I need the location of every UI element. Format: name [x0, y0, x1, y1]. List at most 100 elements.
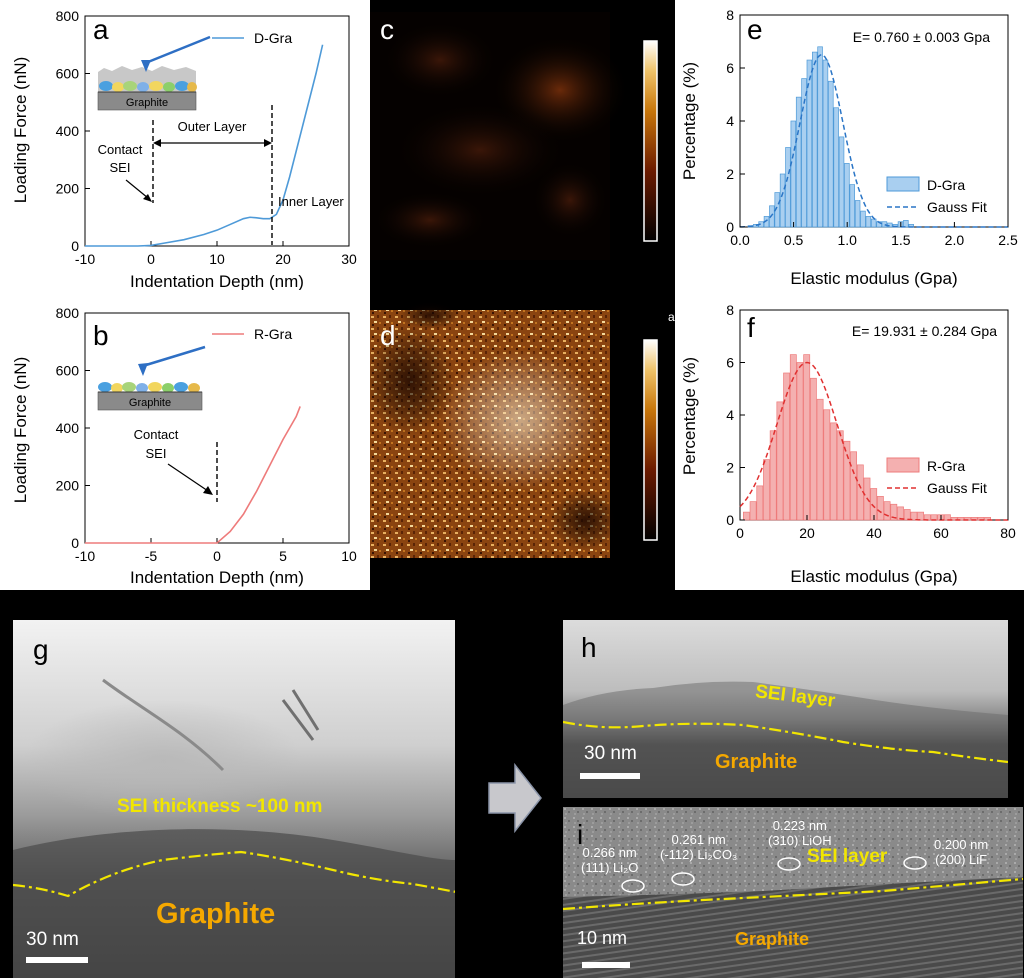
x-tick-label: -5 [145, 548, 158, 564]
y-tick-label: 400 [56, 420, 80, 436]
x-tick-label: 0.5 [784, 232, 804, 248]
x-axis-label: Elastic modulus (Gpa) [790, 269, 957, 288]
x-tick-label: 1.0 [837, 232, 857, 248]
y-tick-label: 800 [56, 8, 80, 24]
y-tick-label: 600 [56, 363, 80, 379]
x-axis-label: Indentation Depth (nm) [130, 568, 304, 587]
legend-gauss-fit: Gauss Fit [927, 480, 987, 496]
panel-label-f: f [747, 312, 755, 343]
x-tick-label: 10 [341, 548, 357, 564]
x-tick-label: 20 [275, 251, 291, 267]
histogram-bar [828, 80, 834, 228]
gauss-fit-e [739, 54, 1008, 228]
legend-gauss-fit: Gauss Fit [927, 199, 987, 215]
histogram-bar [749, 501, 757, 521]
panel-e: 0.0 0.5 1.0 1.5 2.0 2.5 0 2 4 6 8 E= 0.760 ± 0.003… [675, 0, 1024, 290]
panel-label-g: g [33, 634, 49, 665]
y-tick-label: 8 [726, 302, 734, 318]
histogram-bar [823, 409, 831, 521]
y-tick-label: 0 [71, 535, 79, 551]
x-tick-label: 0 [147, 251, 155, 267]
x-tick-label: -10 [75, 548, 95, 564]
histogram-bar [830, 422, 837, 521]
histogram-bar [769, 430, 777, 521]
histogram-bar [957, 517, 965, 521]
panel-label-b: b [93, 320, 109, 351]
histogram-bar [795, 96, 802, 228]
histogram-bar [776, 401, 784, 521]
histogram-bar [860, 210, 866, 228]
y-axis-label: Loading Force (nN) [11, 357, 30, 503]
histogram-bar [742, 511, 750, 521]
graphite-label: Graphite [715, 751, 798, 773]
scale-bar-label: 10 nm [577, 928, 628, 948]
contact-label: Contact [98, 142, 143, 157]
histogram-bar [790, 120, 797, 228]
graphite-inset-label: Graphite [126, 97, 168, 109]
inner-layer-label: Inner Layer [278, 194, 344, 209]
legend-r-gra: R-Gra [254, 326, 292, 342]
x-tick-label: 2.5 [998, 232, 1018, 248]
legend-d-gra: D-Gra [254, 30, 292, 46]
panel-label-h: h [581, 632, 597, 663]
d-gra-curve [85, 44, 324, 247]
histogram-bar [763, 459, 770, 521]
histogram-bar [844, 163, 850, 228]
histogram-bar [769, 205, 775, 228]
right-arrow-icon [488, 763, 542, 833]
histogram-bar [838, 136, 845, 228]
y-tick-label: 0 [71, 238, 79, 254]
histogram-bar [850, 451, 858, 521]
histogram-bar [806, 59, 813, 228]
histogram-bar [756, 485, 764, 521]
histogram-bar [783, 372, 791, 521]
modulus-annotation-f: E= 19.931 ± 0.284 Gpa [852, 323, 997, 339]
legend-d-gra: D-Gra [927, 177, 965, 193]
histogram-bar [849, 184, 855, 228]
x-tick-label: 60 [933, 525, 949, 541]
panel-f: 0 20 40 60 80 0 2 4 6 8 E= 19.931 ± 0.284 Gpa R-G… [675, 290, 1024, 590]
panel-g: SEI thickness ~100 nm Graphite g 30 nm [13, 620, 455, 978]
histogram-bar [881, 221, 888, 228]
y-tick-label: 200 [56, 181, 80, 197]
y-tick-label: 200 [56, 478, 80, 494]
histogram-bar [910, 511, 918, 521]
modulus-annotation-e: E= 0.760 ± 0.003 Gpa [853, 29, 991, 45]
y-tick-label: 6 [726, 355, 734, 371]
y-axis-label: Loading Force (nN) [11, 57, 30, 203]
panel-label-c: c [380, 14, 394, 45]
x-tick-label: 0 [213, 548, 221, 564]
sei-label: SEI [110, 160, 131, 175]
chart-e: 0.0 0.5 1.0 1.5 2.0 2.5 0 2 4 6 8 E= 0.760 ± 0.003… [680, 7, 1018, 288]
contact-label: Contact [134, 427, 179, 442]
x-tick-label: 0 [736, 525, 744, 541]
histogram-bar [816, 398, 824, 521]
histogram-bar [897, 506, 904, 521]
panel-label-e: e [747, 14, 763, 45]
annotation-lioh: 0.223 nm (310) LiOH [768, 818, 832, 848]
histogram-bar [779, 173, 786, 228]
histogram-bar [883, 501, 891, 521]
gauss-fit-f [739, 361, 1008, 521]
panel-label-d: d [380, 320, 396, 351]
x-tick-label: 5 [279, 548, 287, 564]
sei-thickness-label: SEI thickness ~100 nm [117, 796, 323, 817]
chart-f: 0 20 40 60 80 0 2 4 6 8 E= 19.931 ± 0.284 Gpa R-G… [680, 302, 1016, 586]
histogram-bar [870, 218, 877, 228]
y-tick-label: 4 [726, 113, 734, 129]
y-tick-label: 800 [56, 305, 80, 321]
annotation-li2o: 0.266 nm (111) Li₂O [581, 845, 639, 875]
histogram-bar [917, 511, 925, 521]
stray-label: a [668, 310, 675, 324]
scale-bar-label: 30 nm [26, 929, 79, 950]
x-tick-label: 30 [341, 251, 357, 267]
histogram-bar [944, 514, 951, 521]
histogram-bar [753, 224, 759, 228]
legend-r-gra: R-Gra [927, 458, 965, 474]
y-tick-label: 600 [56, 66, 80, 82]
panel-label-i: i [577, 819, 584, 850]
x-tick-label: 2.0 [945, 232, 965, 248]
r-gra-curve [85, 406, 301, 544]
inset-schematic: Graphite [97, 345, 206, 411]
y-tick-label: 4 [726, 407, 734, 423]
